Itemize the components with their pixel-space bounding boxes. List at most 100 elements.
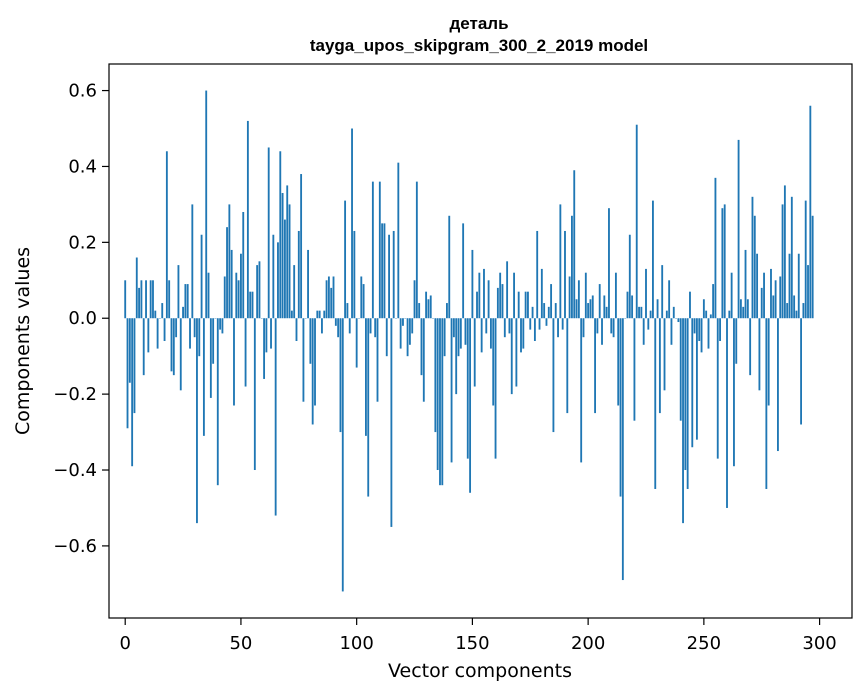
- bar-71: [288, 204, 291, 319]
- bar-280: [772, 295, 775, 319]
- bar-293: [802, 303, 805, 319]
- bar-274: [758, 318, 761, 391]
- bar-167: [510, 318, 513, 395]
- bar-29: [191, 204, 194, 319]
- bar-272: [753, 215, 756, 319]
- y-tick-label: 0.4: [68, 156, 97, 177]
- bar-103: [362, 284, 365, 319]
- bar-163: [501, 284, 504, 319]
- bar-281: [774, 280, 777, 319]
- bar-231: [658, 318, 661, 414]
- bar-98: [351, 128, 353, 319]
- x-tick-label: 100: [339, 633, 373, 654]
- y-tick-label: −0.2: [53, 384, 97, 405]
- bar-271: [751, 196, 754, 319]
- bar-179: [538, 318, 541, 330]
- bar-19: [168, 280, 171, 319]
- bar-21: [172, 318, 175, 376]
- bar-172: [522, 318, 525, 349]
- y-tick-label: 0.0: [68, 308, 97, 329]
- bar-22: [175, 318, 178, 338]
- bar-119: [399, 318, 402, 349]
- bar-286: [786, 303, 789, 319]
- bar-287: [788, 253, 791, 319]
- bar-130: [425, 291, 428, 319]
- bar-178: [536, 230, 539, 319]
- bar-17: [163, 318, 166, 341]
- bar-233: [663, 318, 666, 391]
- y-tick-label: 0.6: [68, 81, 97, 102]
- bar-132: [429, 295, 432, 319]
- bar-136: [439, 318, 441, 486]
- bar-75: [297, 230, 300, 319]
- bar-93: [339, 318, 342, 433]
- bar-1: [126, 318, 129, 429]
- bar-53: [246, 120, 249, 319]
- bar-137: [441, 318, 444, 486]
- bar-131: [427, 299, 430, 319]
- bar-289: [793, 295, 796, 319]
- bar-91: [334, 318, 337, 326]
- bar-149: [469, 318, 472, 493]
- bar-284: [781, 204, 784, 319]
- x-tick-label: 200: [571, 633, 605, 654]
- bar-8: [142, 318, 145, 376]
- bar-146: [462, 223, 465, 319]
- bar-285: [783, 185, 786, 319]
- bar-116: [392, 230, 395, 319]
- bar-240: [679, 318, 682, 421]
- bar-113: [385, 318, 388, 357]
- bar-277: [765, 318, 768, 489]
- bar-81: [311, 318, 314, 425]
- bar-201: [589, 299, 592, 319]
- bar-67: [279, 151, 282, 319]
- bar-209: [608, 208, 610, 319]
- bar-135: [436, 318, 439, 471]
- bar-92: [337, 318, 340, 338]
- bar-87: [325, 280, 328, 319]
- bar-251: [705, 310, 708, 319]
- bar-282: [777, 318, 779, 452]
- bar-184: [550, 284, 553, 319]
- bar-288: [790, 196, 793, 319]
- bar-194: [573, 170, 576, 319]
- bar-262: [730, 272, 733, 319]
- bar-138: [443, 318, 446, 357]
- y-tick-label: 0.2: [68, 232, 97, 253]
- bar-79: [307, 249, 309, 319]
- bar-141: [450, 318, 453, 463]
- bar-148: [466, 318, 469, 459]
- bar-229: [654, 318, 657, 489]
- chart-title: деталь: [449, 14, 508, 33]
- plot-frame: [108, 63, 853, 619]
- bar-153: [478, 272, 481, 319]
- bar-124: [411, 318, 414, 334]
- bar-40: [216, 318, 219, 486]
- bar-279: [770, 268, 772, 319]
- bar-186: [554, 303, 557, 319]
- bar-291: [797, 253, 800, 319]
- bar-253: [709, 314, 712, 319]
- bar-150: [471, 249, 474, 319]
- bar-247: [695, 318, 698, 440]
- bar-210: [610, 318, 613, 334]
- bar-34: [202, 318, 205, 436]
- bar-group: [124, 90, 814, 592]
- bar-2: [128, 318, 131, 383]
- bar-211: [612, 318, 615, 338]
- bar-100: [355, 318, 358, 368]
- bar-183: [547, 306, 550, 319]
- bar-226: [647, 318, 650, 330]
- bar-143: [455, 318, 458, 395]
- bar-41: [219, 318, 222, 330]
- x-tick-label: 150: [455, 633, 489, 654]
- bar-185: [552, 318, 555, 433]
- bar-57: [256, 265, 259, 319]
- bar-169: [515, 318, 518, 387]
- bar-28: [189, 318, 191, 349]
- bar-156: [485, 318, 488, 334]
- bar-270: [749, 318, 752, 376]
- bar-265: [737, 139, 740, 319]
- bar-48: [235, 272, 238, 319]
